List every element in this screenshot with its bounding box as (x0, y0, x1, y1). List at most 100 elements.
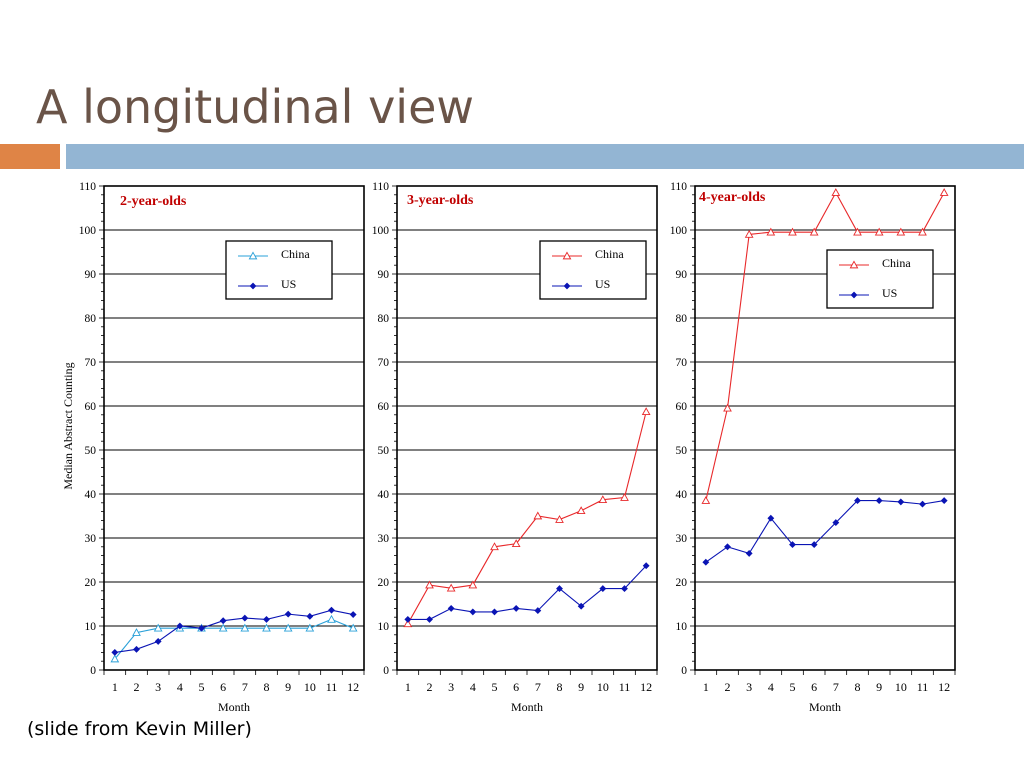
x-tick-label: 12 (938, 680, 950, 694)
x-tick-label: 8 (264, 680, 270, 694)
x-axis-title: Month (218, 700, 250, 714)
data-point (621, 585, 628, 593)
y-tick-label: 20 (85, 577, 97, 589)
data-point (896, 227, 906, 236)
x-tick-label: 6 (220, 680, 226, 694)
y-tick-label: 50 (378, 445, 390, 457)
data-point (133, 645, 140, 653)
x-axis-title: Month (511, 700, 543, 714)
data-point (447, 604, 455, 612)
y-tick-label: 80 (378, 313, 390, 325)
legend: China US (826, 249, 934, 309)
panel-title: 4-year-olds (699, 190, 766, 205)
x-tick-label: 2 (427, 680, 433, 694)
x-tick-label: 7 (833, 680, 839, 694)
y-tick-label: 60 (85, 401, 97, 413)
x-tick-label: 9 (876, 680, 882, 694)
data-point (218, 623, 228, 632)
data-point (642, 562, 650, 570)
y-tick-label: 70 (676, 357, 688, 369)
y-tick-label: 40 (676, 489, 688, 501)
data-point (110, 654, 120, 663)
data-point (446, 583, 456, 592)
data-point (577, 602, 585, 610)
data-point (555, 514, 564, 523)
series-line-us (407, 565, 647, 620)
data-point (512, 604, 520, 612)
plot-frame (103, 185, 365, 671)
y-tick-label: 100 (670, 225, 688, 237)
x-tick-label: 4 (177, 680, 183, 694)
data-point (425, 580, 434, 589)
data-point (403, 619, 413, 628)
legend-swatch-marker (850, 291, 858, 299)
data-point (241, 614, 249, 622)
data-point (809, 227, 819, 236)
data-point (767, 514, 775, 522)
data-point (702, 558, 710, 566)
data-point (348, 623, 358, 632)
data-point (154, 637, 162, 645)
legend-box (225, 240, 333, 300)
slide-caption: (slide from Kevin Miller) (27, 718, 252, 740)
data-point (788, 227, 797, 236)
y-tick-label: 110 (670, 181, 687, 193)
y-tick-label: 40 (378, 489, 390, 501)
series-line-us (114, 609, 354, 653)
data-point (854, 497, 861, 505)
x-tick-label: 1 (112, 680, 118, 694)
legend-label: US (882, 286, 897, 300)
x-tick-label: 1 (405, 680, 411, 694)
y-tick-label: 0 (90, 665, 96, 677)
data-point (620, 492, 629, 501)
data-point (219, 617, 227, 625)
x-tick-label: 4 (470, 680, 476, 694)
data-point (724, 543, 731, 551)
y-tick-label: 110 (79, 181, 96, 193)
legend-swatch-marker (849, 260, 859, 269)
data-point (832, 519, 840, 527)
x-tick-label: 3 (155, 680, 161, 694)
legend-swatch-marker (563, 282, 571, 290)
x-tick-label: 11 (917, 680, 929, 694)
data-point (723, 403, 732, 412)
data-point (853, 227, 862, 236)
x-tick-label: 5 (199, 680, 205, 694)
data-point (897, 498, 905, 506)
y-tick-label: 100 (372, 225, 390, 237)
y-tick-label: 30 (676, 533, 688, 545)
x-tick-label: 4 (768, 680, 774, 694)
data-point (198, 624, 205, 632)
y-axis-title: Median Abstract Counting (61, 362, 75, 489)
plot-frame (396, 185, 658, 671)
data-point (599, 585, 607, 593)
y-tick-label: 70 (378, 357, 390, 369)
data-point (701, 496, 711, 504)
series-line-china (407, 411, 647, 625)
data-point (534, 607, 542, 615)
legend-swatch-marker (562, 251, 572, 260)
y-tick-label: 0 (681, 665, 687, 677)
data-point (426, 615, 433, 623)
y-tick-label: 70 (85, 357, 97, 369)
data-point (306, 612, 314, 620)
plot-frame (694, 185, 956, 671)
y-tick-label: 60 (676, 401, 688, 413)
accent-bar-blue (66, 144, 1024, 169)
data-point (831, 188, 841, 196)
data-point (469, 608, 477, 616)
legend-swatch-marker (248, 251, 258, 260)
x-tick-label: 8 (557, 680, 563, 694)
series-line-china (705, 191, 945, 501)
y-tick-label: 90 (378, 269, 390, 281)
x-tick-label: 5 (790, 680, 796, 694)
data-point (262, 623, 271, 632)
y-tick-label: 50 (676, 445, 688, 457)
data-point (176, 622, 184, 630)
data-point (810, 541, 818, 549)
x-tick-label: 11 (619, 680, 631, 694)
data-point (919, 500, 926, 508)
x-tick-label: 5 (492, 680, 498, 694)
y-tick-label: 10 (85, 621, 97, 633)
data-point (490, 542, 499, 551)
